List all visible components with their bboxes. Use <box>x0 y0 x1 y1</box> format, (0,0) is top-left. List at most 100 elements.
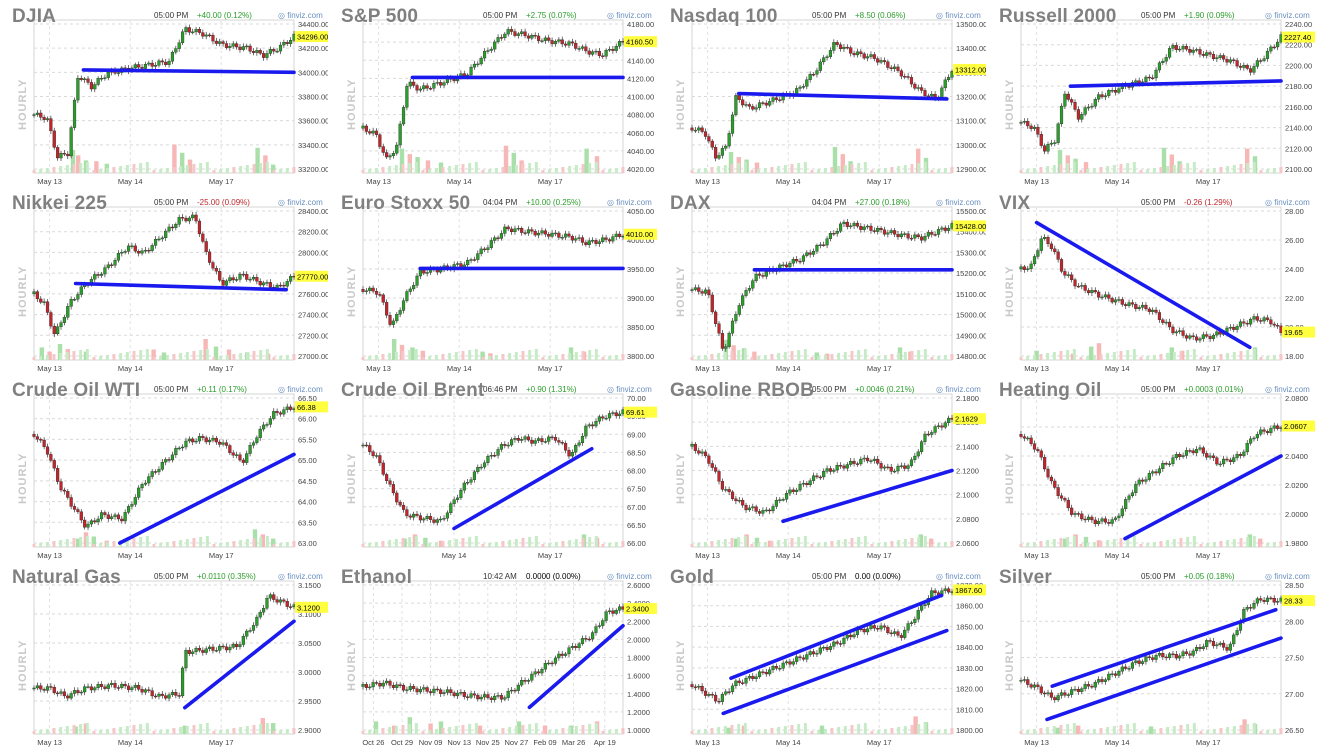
chart-panel-dax[interactable]: 15500.00 15400.00 15300.00 15200.00 15100.00… <box>658 189 986 375</box>
candle-body <box>1066 694 1070 696</box>
volume-bar <box>401 164 405 173</box>
candle-body <box>1083 107 1087 115</box>
candle-body <box>950 417 954 420</box>
candle-body <box>784 493 789 500</box>
candle-body <box>805 654 809 660</box>
watermark-link[interactable]: ◎ finviz.com <box>278 198 323 207</box>
candle-body <box>570 41 574 44</box>
quote-time: 05:00 PM <box>483 11 518 20</box>
candle-body <box>778 668 782 670</box>
volume-bar <box>1272 729 1276 734</box>
chart-panel-heating-oil[interactable]: 2.08002.06002.04002.02002.00001.9800May … <box>987 376 1315 562</box>
finviz-logo-icon: ◎ <box>607 198 617 207</box>
candle-body <box>1097 679 1101 683</box>
volume-bar <box>890 167 894 173</box>
candle-body <box>1137 479 1141 485</box>
volume-bar <box>139 350 143 360</box>
volume-bar <box>1258 538 1263 547</box>
last-price-label: 2.1629 <box>955 415 978 424</box>
chart-panel-crude-oil-wti[interactable]: 66.50 66.00 65.50 65.00 64.50 64.00 63.50 63.00… <box>0 376 328 562</box>
volume-bar <box>454 352 458 360</box>
y-tick-label: 1840.00 <box>956 643 983 652</box>
watermark-link[interactable]: ◎ finviz.com <box>607 572 652 581</box>
candle-body <box>218 441 222 445</box>
candle-body <box>513 228 517 233</box>
volume-bar <box>568 540 572 547</box>
candle-body <box>398 684 402 686</box>
chart-panel-nikkei-225[interactable]: 28400.0028200.0028000.0027800.0027600.00… <box>0 189 328 375</box>
chart-panel-crude-oil-brent[interactable]: 70.0069.5069.0068.5068.0067.5067.0066.50… <box>329 376 657 562</box>
watermark-link[interactable]: ◎ finviz.com <box>1265 572 1310 581</box>
chart-panel-gasoline-rbob[interactable]: 2.18002.16002.14002.12002.10002.08002.06… <box>658 376 986 562</box>
chart-panel-russell-2000[interactable]: 2240.00 2220.00 2200.00 2180.00 2160.00 2140.… <box>987 2 1315 188</box>
watermark-link[interactable]: ◎ finviz.com <box>936 572 981 581</box>
price-change: 0.0000 (0.00%) <box>526 572 581 581</box>
chart-panel-gold[interactable]: 1870.001860.001850.001840.001830.001820.… <box>658 563 986 749</box>
candle-body <box>32 291 36 295</box>
y-tick-label: 18.00 <box>1285 352 1304 361</box>
volume-bar <box>614 542 618 547</box>
quote-time: 05:00 PM <box>1141 11 1176 20</box>
watermark-link[interactable]: ◎ finviz.com <box>278 385 323 394</box>
candle-body <box>1070 274 1074 280</box>
chart-panel-sandp-500[interactable]: 4180.004160.004140.004120.004100.004080.… <box>329 2 657 188</box>
watermark-link[interactable]: ◎ finviz.com <box>936 385 981 394</box>
candle-body <box>1039 686 1043 694</box>
candle-body <box>818 244 822 246</box>
candle-body <box>1228 327 1232 329</box>
volume-bar <box>843 352 847 360</box>
candle-body <box>1063 93 1067 107</box>
candle-body <box>197 29 202 33</box>
watermark-link[interactable]: ◎ finviz.com <box>607 198 652 207</box>
candle-body <box>1242 65 1246 68</box>
candle-body <box>734 314 738 322</box>
candle-body <box>832 641 836 647</box>
x-tick-label: May 13 <box>1024 551 1049 560</box>
volume-bar <box>1119 351 1123 360</box>
watermark-link[interactable]: ◎ finviz.com <box>607 11 652 20</box>
volume-bar <box>1126 724 1130 734</box>
volume-bar <box>39 356 43 360</box>
chart-panel-euro-stoxx-50[interactable]: 4050.00 4000.00 3950.00 3900.00 3850.00 3800.… <box>329 189 657 375</box>
watermark-link[interactable]: ◎ finviz.com <box>936 198 981 207</box>
volume-bar <box>863 723 867 734</box>
candle-body <box>258 281 262 286</box>
watermark-link[interactable]: ◎ finviz.com <box>936 11 981 20</box>
candle-body <box>1066 274 1070 276</box>
candle-body <box>208 251 212 263</box>
candle-body <box>855 463 860 465</box>
volume-bar <box>697 169 701 173</box>
volume-bar <box>1052 726 1056 734</box>
candle-body <box>859 51 863 54</box>
candle-body <box>361 444 365 447</box>
candle-body <box>1076 513 1080 515</box>
candle-body <box>913 455 917 460</box>
watermark-link[interactable]: ◎ finviz.com <box>607 385 652 394</box>
volume-bar <box>897 353 901 360</box>
chart-panel-nasdaq-100[interactable]: 13500.0013400.0013300.0013200.0013100.00… <box>658 2 986 188</box>
chart-panel-ethanol[interactable]: 2.60002.40002.20002.00001.80001.60001.40… <box>329 563 657 749</box>
chart-panel-silver[interactable]: 28.50 28.00 27.50 27.00 26.50 May 13 May 14 May… <box>987 563 1315 749</box>
candle-body <box>174 48 178 53</box>
watermark-link[interactable]: ◎ finviz.com <box>278 11 323 20</box>
volume-bar <box>863 536 867 547</box>
watermark-link[interactable]: ◎ finviz.com <box>1265 11 1310 20</box>
candle-body <box>1167 653 1172 658</box>
candle-body <box>1255 434 1259 439</box>
candle-body <box>594 50 598 53</box>
candle-body <box>741 295 745 306</box>
candle-body <box>282 409 286 415</box>
watermark-link[interactable]: ◎ finviz.com <box>1265 385 1310 394</box>
volume-bar <box>534 723 538 734</box>
watermark-link[interactable]: ◎ finviz.com <box>1265 198 1310 207</box>
candle-body <box>466 696 470 698</box>
chart-panel-djia[interactable]: 34400.00 34200.00 34000.00 33800.00 33600.00… <box>0 2 328 188</box>
volume-bar <box>890 354 894 360</box>
candle-body <box>1036 449 1040 452</box>
candle-body <box>1201 54 1205 56</box>
timeframe-label: HOURLY <box>346 78 358 130</box>
watermark-link[interactable]: ◎ finviz.com <box>278 572 323 581</box>
chart-panel-natural-gas[interactable]: 3.1500 3.1000 3.0500 3.0000 2.9500 2.9000 May … <box>0 563 328 749</box>
x-tick-label: May 17 <box>209 177 234 186</box>
